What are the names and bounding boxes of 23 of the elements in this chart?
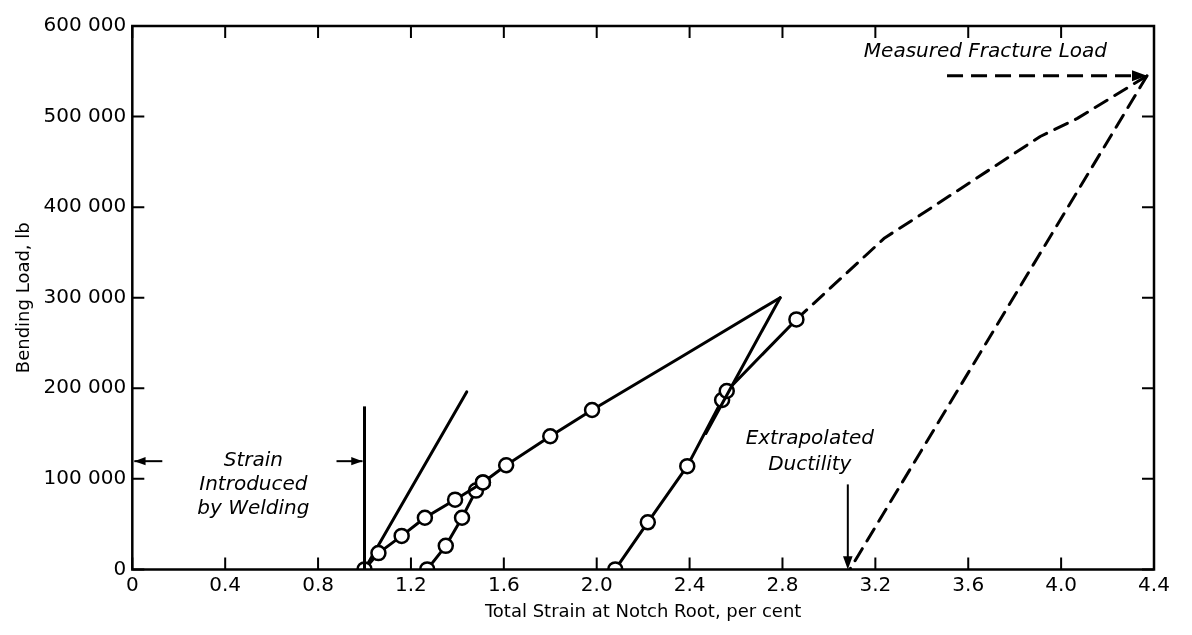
x-tick-label: 4.0 [1045, 571, 1078, 596]
x-tick-label: 2.4 [673, 571, 706, 596]
y-tick-label: 500 000 [43, 102, 127, 127]
annotation: Extrapolated Ductility [745, 424, 875, 475]
y-tick-label: 100 000 [43, 465, 127, 490]
x-tick-label: 3.2 [859, 571, 892, 596]
y-tick-label: 0 [113, 555, 127, 580]
annotation: Measured Fracture Load [863, 38, 1108, 63]
x-tick-label: 0.8 [302, 571, 334, 596]
y-tick-label: 600 000 [43, 12, 127, 37]
x-tick-label: 0.4 [209, 571, 242, 596]
x-tick-label: 2.0 [580, 571, 613, 596]
ref-line-label: Strain Introduced by Welding [197, 447, 310, 520]
y-tick-label: 300 000 [43, 283, 127, 308]
x-tick-label: 3.6 [952, 571, 985, 596]
x-axis-title: Total Strain at Notch Root, per cent [483, 599, 802, 621]
x-tick-label: 4.4 [1138, 571, 1170, 596]
x-tick-label: 1.6 [487, 571, 520, 596]
x-tick-label: 2.8 [766, 571, 799, 596]
y-tick-label: 400 000 [43, 193, 127, 218]
y-tick-label: 200 000 [43, 374, 127, 399]
x-tick-label: 1.2 [395, 571, 427, 596]
y-axis-title: Bending Load, lb [12, 222, 34, 374]
